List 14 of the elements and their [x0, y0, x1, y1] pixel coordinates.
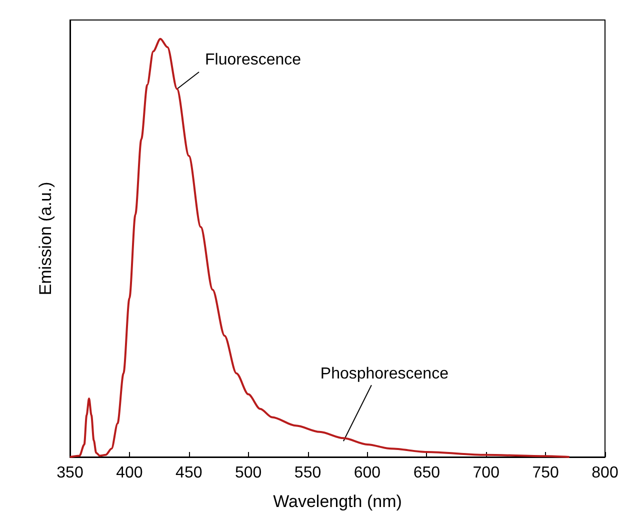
x-tick-label: 700	[472, 464, 500, 482]
x-tick-label: 750	[532, 464, 559, 482]
x-tick-label: 450	[176, 464, 202, 482]
x-tick-label: 500	[234, 464, 262, 482]
x-tick-label: 650	[413, 464, 440, 482]
x-tick-label: 550	[294, 464, 322, 482]
x-tick-label: 350	[56, 464, 84, 482]
x-tick-label: 600	[354, 464, 381, 482]
annotation: Phosphorescence	[320, 366, 449, 383]
x-tick-label: 800	[592, 464, 618, 482]
x-tick-label: 400	[116, 464, 143, 482]
y-axis-title: Emission (a.u.)	[36, 182, 55, 296]
annotation: Fluorescence	[205, 52, 302, 68]
x-axis-title: Wavelength (nm)	[273, 492, 402, 511]
